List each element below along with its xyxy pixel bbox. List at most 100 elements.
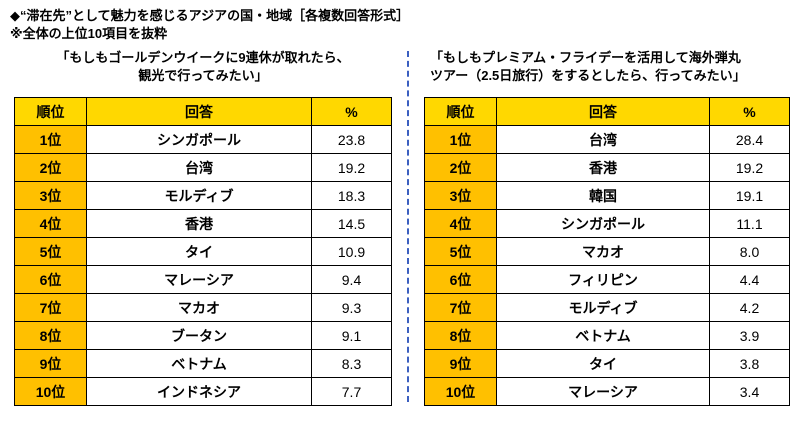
percent-cell: 19.1 bbox=[709, 181, 790, 210]
rank-cell: 2位 bbox=[14, 153, 87, 182]
table-row: 8位 ブータン 9.1 bbox=[14, 321, 392, 350]
percent-cell: 28.4 bbox=[709, 125, 790, 154]
left-table-title-line-1: 「もしもゴールデンウイークに9連休が取れたら、 bbox=[56, 50, 350, 65]
left-table-title: 「もしもゴールデンウイークに9連休が取れたら、 観光で行ってみたい」 bbox=[14, 49, 392, 89]
right-table-body: 1位 台湾 28.4 2位 香港 19.2 3位 韓国 19.1 4位 シンガポール 11.1 5位 マカ… bbox=[424, 125, 790, 406]
table-row: 1位 シンガポール 23.8 bbox=[14, 125, 392, 154]
percent-cell: 9.4 bbox=[311, 265, 392, 294]
rank-cell: 4位 bbox=[424, 209, 497, 238]
percent-cell: 10.9 bbox=[311, 237, 392, 266]
table-row: 10位 インドネシア 7.7 bbox=[14, 377, 392, 406]
percent-column-header: % bbox=[709, 97, 790, 126]
heading-line-2: ※全体の上位10項目を抜粋 bbox=[10, 26, 168, 41]
table-row: 9位 ベトナム 8.3 bbox=[14, 349, 392, 378]
tables-container: 「もしもゴールデンウイークに9連休が取れたら、 観光で行ってみたい」 順位 回答… bbox=[0, 49, 800, 406]
answer-cell: マレーシア bbox=[86, 265, 312, 294]
rank-cell: 1位 bbox=[424, 125, 497, 154]
answer-cell: タイ bbox=[86, 237, 312, 266]
rank-cell: 10位 bbox=[424, 377, 497, 406]
table-row: 2位 香港 19.2 bbox=[424, 153, 790, 182]
answer-cell: ベトナム bbox=[496, 321, 710, 350]
table-row: 7位 マカオ 9.3 bbox=[14, 293, 392, 322]
table-row: 7位 モルディブ 4.2 bbox=[424, 293, 790, 322]
percent-cell: 3.8 bbox=[709, 349, 790, 378]
percent-cell: 18.3 bbox=[311, 181, 392, 210]
percent-cell: 8.0 bbox=[709, 237, 790, 266]
percent-cell: 11.1 bbox=[709, 209, 790, 238]
rank-cell: 4位 bbox=[14, 209, 87, 238]
right-table-title: 「もしもプレミアム・フライデーを活用して海外弾丸 ツアー（2.5日旅行）をすると… bbox=[424, 49, 790, 89]
dashed-divider bbox=[407, 51, 409, 402]
rank-cell: 6位 bbox=[14, 265, 87, 294]
rank-cell: 5位 bbox=[424, 237, 497, 266]
table-row: 1位 台湾 28.4 bbox=[424, 125, 790, 154]
table-row: 3位 モルディブ 18.3 bbox=[14, 181, 392, 210]
table-header-row: 順位 回答 % bbox=[14, 97, 392, 126]
rank-cell: 3位 bbox=[14, 181, 87, 210]
percent-cell: 3.9 bbox=[709, 321, 790, 350]
right-table-section: 「もしもプレミアム・フライデーを活用して海外弾丸 ツアー（2.5日旅行）をすると… bbox=[424, 49, 790, 406]
rank-cell: 1位 bbox=[14, 125, 87, 154]
answer-cell: マレーシア bbox=[496, 377, 710, 406]
table-row: 10位 マレーシア 3.4 bbox=[424, 377, 790, 406]
table-row: 6位 フィリピン 4.4 bbox=[424, 265, 790, 294]
left-ranking-table: 順位 回答 % 1位 シンガポール 23.8 2位 台湾 19.2 3位 モルディブ 18.3 4… bbox=[14, 97, 392, 406]
rank-column-header: 順位 bbox=[14, 97, 87, 126]
rank-cell: 3位 bbox=[424, 181, 497, 210]
percent-cell: 19.2 bbox=[709, 153, 790, 182]
right-ranking-table: 順位 回答 % 1位 台湾 28.4 2位 香港 19.2 3位 韓国 19.1 4位 シンガポール… bbox=[424, 97, 790, 406]
percent-cell: 7.7 bbox=[311, 377, 392, 406]
right-table-title-line-2: ツアー（2.5日旅行）をするとしたら、行ってみたい」 bbox=[430, 68, 746, 83]
answer-cell: 韓国 bbox=[496, 181, 710, 210]
answer-cell: ベトナム bbox=[86, 349, 312, 378]
table-row: 9位 タイ 3.8 bbox=[424, 349, 790, 378]
percent-cell: 4.2 bbox=[709, 293, 790, 322]
answer-cell: タイ bbox=[496, 349, 710, 378]
percent-cell: 4.4 bbox=[709, 265, 790, 294]
left-table-body: 1位 シンガポール 23.8 2位 台湾 19.2 3位 モルディブ 18.3 4位 香港 14.5 5… bbox=[14, 125, 392, 406]
percent-cell: 8.3 bbox=[311, 349, 392, 378]
rank-cell: 7位 bbox=[14, 293, 87, 322]
right-table-title-line-1: 「もしもプレミアム・フライデーを活用して海外弾丸 bbox=[430, 50, 741, 65]
answer-cell: フィリピン bbox=[496, 265, 710, 294]
answer-cell: 香港 bbox=[86, 209, 312, 238]
answer-cell: 香港 bbox=[496, 153, 710, 182]
answer-cell: モルディブ bbox=[86, 181, 312, 210]
percent-cell: 19.2 bbox=[311, 153, 392, 182]
table-header-row: 順位 回答 % bbox=[424, 97, 790, 126]
answer-cell: マカオ bbox=[496, 237, 710, 266]
table-row: 6位 マレーシア 9.4 bbox=[14, 265, 392, 294]
percent-cell: 14.5 bbox=[311, 209, 392, 238]
answer-column-header: 回答 bbox=[86, 97, 312, 126]
page-heading: ◆“滞在先”として魅力を感じるアジアの国・地域［各複数回答形式］ ※全体の上位1… bbox=[0, 0, 800, 43]
table-row: 2位 台湾 19.2 bbox=[14, 153, 392, 182]
left-table-title-line-2: 観光で行ってみたい」 bbox=[138, 68, 268, 83]
table-row: 5位 タイ 10.9 bbox=[14, 237, 392, 266]
rank-cell: 6位 bbox=[424, 265, 497, 294]
rank-cell: 9位 bbox=[424, 349, 497, 378]
answer-cell: インドネシア bbox=[86, 377, 312, 406]
rank-cell: 10位 bbox=[14, 377, 87, 406]
table-row: 4位 香港 14.5 bbox=[14, 209, 392, 238]
percent-cell: 23.8 bbox=[311, 125, 392, 154]
rank-cell: 2位 bbox=[424, 153, 497, 182]
table-row: 3位 韓国 19.1 bbox=[424, 181, 790, 210]
rank-column-header: 順位 bbox=[424, 97, 497, 126]
table-row: 5位 マカオ 8.0 bbox=[424, 237, 790, 266]
percent-cell: 9.1 bbox=[311, 321, 392, 350]
percent-cell: 9.3 bbox=[311, 293, 392, 322]
percent-cell: 3.4 bbox=[709, 377, 790, 406]
rank-cell: 7位 bbox=[424, 293, 497, 322]
rank-cell: 8位 bbox=[14, 321, 87, 350]
rank-cell: 8位 bbox=[424, 321, 497, 350]
table-row: 8位 ベトナム 3.9 bbox=[424, 321, 790, 350]
answer-cell: マカオ bbox=[86, 293, 312, 322]
heading-line-1: ◆“滞在先”として魅力を感じるアジアの国・地域［各複数回答形式］ bbox=[10, 8, 410, 23]
answer-column-header: 回答 bbox=[496, 97, 710, 126]
percent-column-header: % bbox=[311, 97, 392, 126]
table-row: 4位 シンガポール 11.1 bbox=[424, 209, 790, 238]
rank-cell: 5位 bbox=[14, 237, 87, 266]
answer-cell: ブータン bbox=[86, 321, 312, 350]
answer-cell: モルディブ bbox=[496, 293, 710, 322]
